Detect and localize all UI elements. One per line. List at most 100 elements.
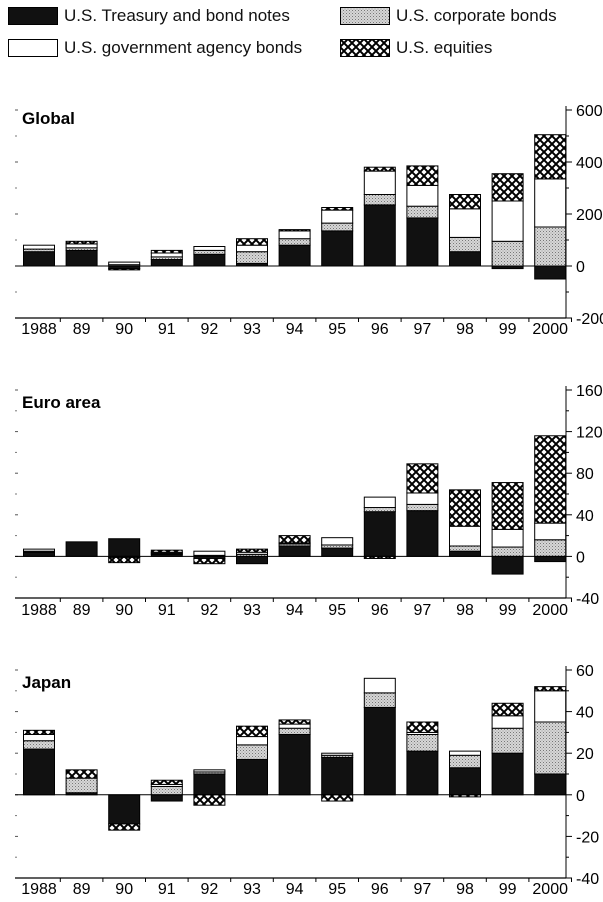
bar-segment-agency xyxy=(363,170,396,196)
bar-segment-treasury xyxy=(193,773,226,796)
bar-segment-equities xyxy=(321,794,354,802)
bar-segment-agency xyxy=(150,252,183,258)
bar-segment-corporate xyxy=(491,546,524,557)
bar-segment-equities xyxy=(363,166,396,172)
y-tick-label: -40 xyxy=(576,871,599,888)
x-tick-label: 1988 xyxy=(21,602,57,619)
x-tick-label: 97 xyxy=(414,881,432,898)
x-tick-label: 2000 xyxy=(532,321,568,338)
bar-segment-corporate xyxy=(534,721,567,775)
bar-segment-equities xyxy=(278,719,311,725)
x-tick-label: 98 xyxy=(456,602,474,619)
bar-segment-treasury xyxy=(321,230,354,267)
bar-segment-treasury xyxy=(321,756,354,796)
x-tick-label: 94 xyxy=(286,321,304,338)
x-tick-label: 94 xyxy=(286,602,304,619)
panel-global: Global6004002000-20019888990919293949596… xyxy=(15,103,603,338)
bar-segment-equities xyxy=(406,721,439,733)
bar-segment-agency xyxy=(321,752,354,756)
x-tick-label: 92 xyxy=(201,321,219,338)
bar-segment-treasury xyxy=(236,758,268,796)
bar-segment-agency xyxy=(23,548,55,552)
bar-segment-equities xyxy=(236,548,268,553)
bar-segment-agency xyxy=(236,244,268,253)
legend-item-treasury: U.S. Treasury and bond notes xyxy=(8,6,290,26)
x-tick-label: 91 xyxy=(158,602,176,619)
bar-segment-equities xyxy=(65,769,98,779)
bar-segment-agency xyxy=(321,537,354,546)
bar-segment-equities xyxy=(491,482,524,530)
y-tick-label: 40 xyxy=(576,508,594,525)
bar-segment-agency xyxy=(534,522,567,541)
panel-euro-area: Euro area 160 120 80 40 0 -40 1988 89 90 91 92 93 94 9… xyxy=(15,383,603,619)
x-tick-label: 98 xyxy=(456,881,474,898)
bar-segment-agency xyxy=(491,200,524,242)
y-tick-label: -20 xyxy=(576,829,599,846)
bar-segment-agency xyxy=(406,184,439,207)
bar-segment-treasury xyxy=(534,773,567,796)
bar-segment-agency xyxy=(449,208,481,238)
panel-title: Global xyxy=(22,109,75,128)
bar-segment-agency xyxy=(534,178,567,228)
bar-segment-treasury xyxy=(278,545,311,557)
bar-segment-equities xyxy=(193,557,226,565)
bar-segment-treasury xyxy=(449,550,481,557)
bar-segment-corporate xyxy=(193,249,226,255)
bar-segment-agency xyxy=(406,492,439,505)
bar-segment-agency xyxy=(449,525,481,547)
x-tick-label: 99 xyxy=(499,881,517,898)
bar-segment-corporate xyxy=(534,539,567,557)
bar-segment-equities xyxy=(534,134,567,180)
x-tick-label: 93 xyxy=(243,602,261,619)
bar-segment-treasury xyxy=(449,767,481,796)
y-tick-label: 400 xyxy=(576,155,603,172)
bar-segment-agency xyxy=(108,261,141,266)
bar-segment-agency xyxy=(449,750,481,756)
bar-segment-equities xyxy=(65,240,98,245)
bar-segment-corporate xyxy=(23,740,55,750)
bar-segment-agency xyxy=(193,550,226,556)
bar-segment-corporate xyxy=(449,754,481,769)
bar-segment-corporate xyxy=(363,692,396,708)
x-tick-label: 1988 xyxy=(21,321,57,338)
bar-segment-equities xyxy=(321,207,354,211)
bar-segment-agency xyxy=(278,723,311,729)
x-tick-label: 98 xyxy=(456,321,474,338)
x-tick-label: 89 xyxy=(73,321,91,338)
bar-segment-corporate xyxy=(406,733,439,752)
bar-segment-agency xyxy=(278,230,311,240)
y-tick-label: 0 xyxy=(576,549,585,566)
bar-segment-agency xyxy=(534,690,567,723)
panel-title: Euro area xyxy=(22,393,101,412)
y-tick-label: 0 xyxy=(576,259,585,276)
bar-segment-corporate xyxy=(278,238,311,246)
x-tick-label: 90 xyxy=(115,602,133,619)
bar-segment-treasury xyxy=(23,251,55,267)
x-tick-label: 93 xyxy=(243,881,261,898)
bar-segment-agency xyxy=(23,733,55,742)
bar-segment-equities xyxy=(236,725,268,738)
legend-label-equities: U.S. equities xyxy=(396,38,493,57)
x-tick-label: 91 xyxy=(158,321,176,338)
treasury-swatch-icon xyxy=(8,7,58,25)
bar-segment-treasury xyxy=(321,547,354,557)
bar-segment-equities xyxy=(449,489,481,527)
bar-segment-agency xyxy=(491,715,524,729)
bar-segment-agency xyxy=(193,246,226,251)
x-tick-label: 94 xyxy=(286,881,304,898)
x-tick-label: 95 xyxy=(328,602,346,619)
bar-segment-equities xyxy=(236,238,268,246)
bar-segment-treasury xyxy=(278,733,311,796)
bar-segment-corporate xyxy=(449,545,481,552)
bar-segment-equities xyxy=(491,702,524,717)
bar-segment-agency xyxy=(23,244,55,250)
x-tick-label: 89 xyxy=(73,602,91,619)
x-tick-label: 90 xyxy=(115,881,133,898)
bar-segment-treasury xyxy=(150,794,183,802)
x-tick-label: 1988 xyxy=(21,881,57,898)
bar-segment-agency xyxy=(236,736,268,746)
y-tick-label: 0 xyxy=(576,788,585,805)
bar-segment-corporate xyxy=(321,222,354,232)
bar-segment-treasury xyxy=(23,748,55,796)
equities-swatch-icon xyxy=(340,39,390,57)
